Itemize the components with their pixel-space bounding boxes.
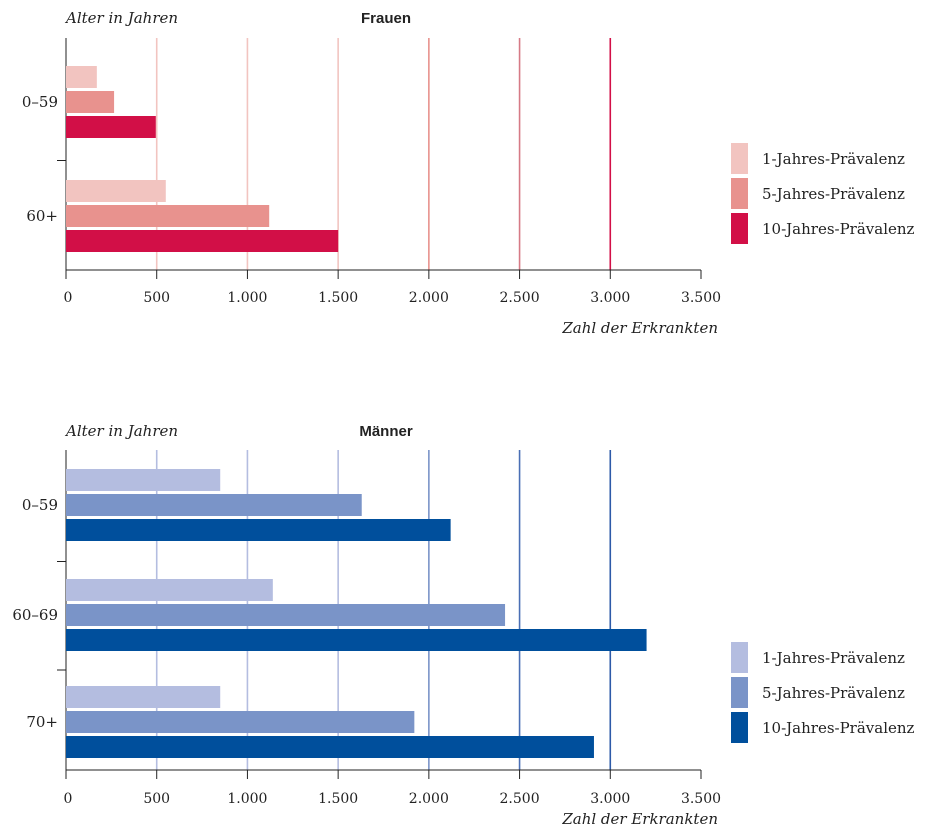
legend-label: 10-Jahres-Prävalenz [762, 220, 915, 238]
legend-swatch [731, 712, 748, 743]
x-tick-label: 0 [64, 791, 73, 807]
category-label: 60–69 [12, 606, 58, 624]
category-label: 0–59 [22, 496, 58, 514]
bar-70+-2 [66, 736, 594, 758]
bar-0–59-1 [66, 91, 115, 113]
legend-swatch [731, 213, 748, 244]
legend-label: 5-Jahres-Prävalenz [762, 684, 905, 702]
x-tick-label: 0 [64, 290, 73, 306]
legend: 1-Jahres-Prävalenz 5-Jahres-Prävalenz 10-J… [731, 642, 915, 743]
bar-0–59-2 [66, 116, 156, 138]
legend-label: 5-Jahres-Prävalenz [762, 185, 905, 203]
bar-60+-0 [66, 180, 166, 202]
bar-60+-2 [66, 230, 339, 252]
bar-70+-1 [66, 711, 415, 733]
legend-swatch [731, 642, 748, 673]
x-tick-label: 3.500 [681, 290, 721, 306]
x-tick-label: 500 [143, 791, 170, 807]
legend-label: 10-Jahres-Prävalenz [762, 719, 915, 737]
category-label: 60+ [26, 207, 58, 225]
x-tick-label: 2.000 [409, 290, 449, 306]
x-tick-label: 3.000 [590, 791, 630, 807]
x-tick-label: 1.500 [318, 791, 358, 807]
x-tick-label: 3.000 [590, 290, 630, 306]
bar-70+-0 [66, 686, 221, 708]
x-tick-label: 2.500 [500, 290, 540, 306]
legend-label: 1-Jahres-Prävalenz [762, 150, 905, 168]
bar-0–59-0 [66, 66, 97, 88]
x-tick-label: 1.000 [227, 791, 267, 807]
bar-0–59-0 [66, 469, 221, 491]
legend-swatch [731, 178, 748, 209]
bar-0–59-2 [66, 519, 451, 541]
y-axis-title: Alter in Jahren [64, 9, 178, 27]
legend: 1-Jahres-Prävalenz 5-Jahres-Prävalenz 10-J… [731, 143, 915, 244]
bar-60–69-1 [66, 604, 506, 626]
y-axis-title: Alter in Jahren [64, 422, 178, 440]
legend-swatch [731, 677, 748, 708]
bar-60–69-2 [66, 629, 647, 651]
x-tick-label: 2.000 [409, 791, 449, 807]
bar-60+-1 [66, 205, 270, 227]
bar-0–59-1 [66, 494, 362, 516]
x-tick-label: 1.500 [318, 290, 358, 306]
x-tick-label: 3.500 [681, 791, 721, 807]
chart-0: 0–59 60+ 0 500 1.000 1.500 2.000 2.500 3.000 3.50… [22, 9, 915, 337]
bar-60–69-0 [66, 579, 273, 601]
x-axis-title: Zahl der Erkrankten [561, 810, 718, 828]
category-label: 70+ [26, 713, 58, 731]
x-axis-title: Zahl der Erkrankten [561, 319, 718, 337]
chart-title: Männer [359, 423, 413, 440]
chart-1: 0–59 60–69 70+ 0 500 1.000 1.500 2.000 2.500 3.00… [12, 422, 914, 828]
legend-swatch [731, 143, 748, 174]
category-label: 0–59 [22, 93, 58, 111]
x-tick-label: 500 [143, 290, 170, 306]
x-tick-label: 2.500 [500, 791, 540, 807]
chart-title: Frauen [361, 10, 411, 27]
legend-label: 1-Jahres-Prävalenz [762, 649, 905, 667]
x-tick-label: 1.000 [227, 290, 267, 306]
